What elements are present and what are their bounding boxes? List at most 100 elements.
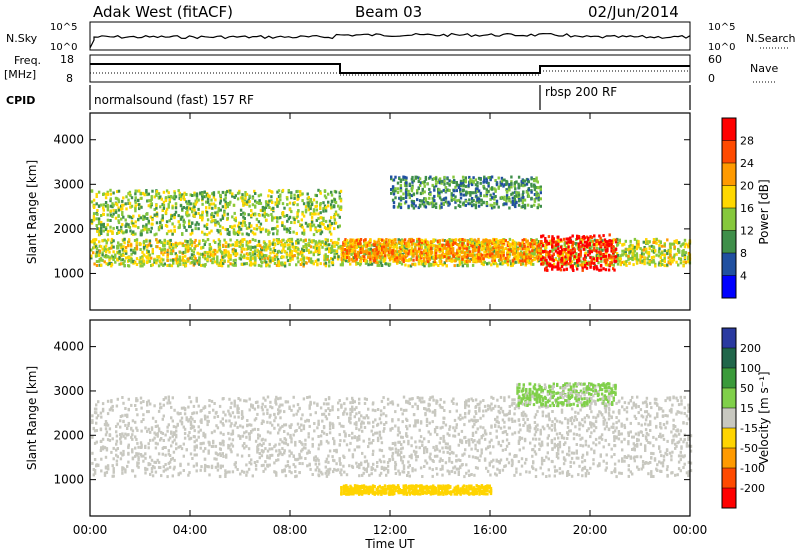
power-cell (348, 259, 351, 262)
power-cell (545, 239, 548, 243)
power-cell (206, 197, 210, 201)
power-cell (307, 201, 310, 205)
power-cell (417, 187, 420, 191)
power-cell (314, 212, 317, 216)
power-cell (364, 261, 368, 265)
power-cell (438, 194, 441, 198)
power-cell (241, 238, 244, 242)
power-cell (648, 262, 651, 266)
power-cell (513, 247, 516, 251)
power-cell (239, 253, 243, 257)
power-cell (652, 260, 656, 264)
power-cell (500, 250, 503, 254)
power-cell (517, 186, 521, 190)
power-cell (214, 223, 217, 227)
power-cell (443, 246, 446, 250)
power-cell (599, 252, 602, 256)
power-cell (433, 194, 436, 198)
power-cell (134, 206, 137, 210)
power-cell (526, 192, 530, 196)
power-cell (633, 245, 637, 249)
power-cell (309, 245, 313, 249)
power-cell (167, 205, 170, 209)
power-cell (139, 262, 142, 265)
power-cell (486, 243, 489, 247)
power-cell (328, 250, 331, 254)
power-cell (183, 191, 186, 195)
power-cell (312, 210, 316, 214)
power-cell (564, 248, 567, 251)
power-cell (217, 207, 220, 210)
power-cell (211, 257, 214, 261)
power-cell (150, 263, 153, 267)
power-cell (117, 221, 121, 225)
power-cell (90, 240, 93, 244)
power-cell (497, 247, 501, 251)
power-cell (466, 242, 469, 246)
power-cell (318, 251, 321, 254)
power-cell (100, 220, 103, 224)
power-cell (185, 193, 188, 196)
power-cell (483, 250, 486, 254)
power-cell (593, 246, 596, 250)
power-cell (340, 253, 343, 256)
power-cell (319, 190, 322, 194)
power-cell (197, 211, 200, 215)
power-cell (108, 250, 111, 254)
power-cell (320, 230, 324, 234)
power-cell (392, 243, 396, 246)
power-cell (602, 254, 605, 258)
power-cell (214, 252, 217, 256)
power-cell (299, 190, 302, 194)
power-cell (593, 243, 596, 247)
power-cell (510, 200, 513, 204)
power-cell (487, 247, 491, 251)
power-cell (614, 247, 618, 251)
power-cell (202, 263, 205, 267)
power-cell (311, 239, 314, 243)
power-cell (347, 241, 350, 245)
power-cell (95, 247, 99, 250)
power-cell (170, 195, 173, 198)
power-cell (415, 258, 418, 262)
power-cell (173, 197, 176, 201)
power-cell (511, 252, 515, 256)
power-cell (334, 212, 338, 216)
power-cell (264, 228, 268, 232)
power-cell (100, 203, 103, 207)
power-cell (243, 212, 246, 216)
power-cell (241, 193, 244, 197)
power-cell (482, 247, 485, 251)
power-cell (523, 203, 527, 207)
power-cell (312, 245, 315, 249)
power-cell (402, 260, 405, 263)
power-cell (590, 236, 594, 239)
power-cell (429, 191, 432, 195)
power-cell (447, 247, 450, 251)
power-cell (657, 239, 661, 243)
power-cell (98, 240, 101, 244)
power-cell (380, 264, 384, 267)
power-cell (648, 260, 651, 264)
power-cell (155, 193, 158, 197)
power-cell (471, 263, 475, 267)
power-cell (134, 232, 137, 236)
power-cell (396, 250, 399, 254)
power-cell (595, 247, 599, 250)
power-cell (261, 248, 264, 252)
power-cell (122, 203, 125, 207)
power-cell (560, 260, 564, 264)
power-cell (198, 239, 201, 243)
power-cell (352, 257, 355, 261)
power-cell (103, 255, 106, 259)
power-cell (529, 256, 532, 260)
power-cell (533, 240, 536, 244)
power-cell (458, 253, 461, 257)
power-cell (264, 200, 268, 204)
power-cell (579, 251, 582, 255)
power-cell (452, 240, 456, 244)
power-cell (511, 196, 514, 200)
power-cell (116, 197, 119, 201)
power-cell (151, 263, 154, 267)
power-cell (146, 249, 149, 253)
